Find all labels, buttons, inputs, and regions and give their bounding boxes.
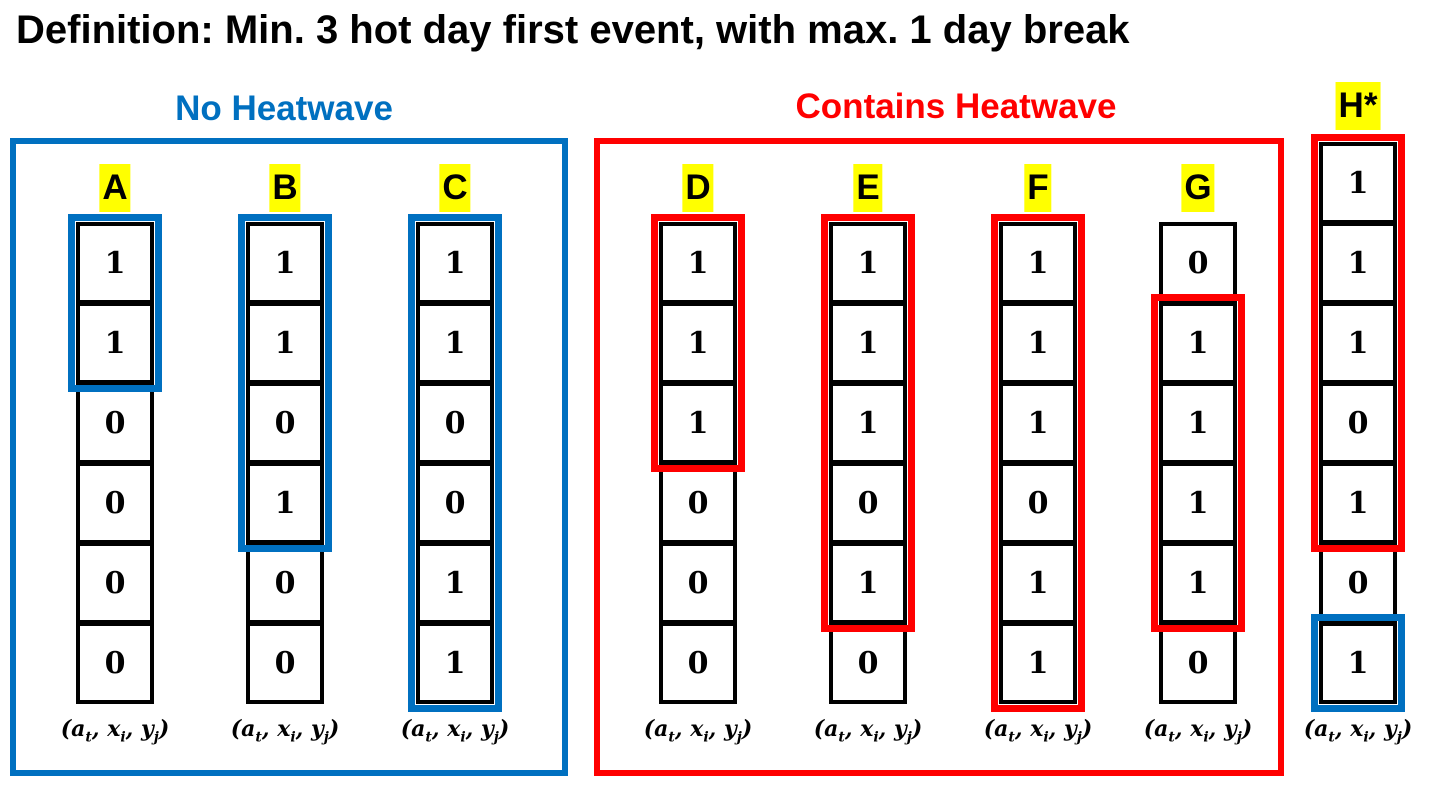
grid-cell: 1 (1319, 302, 1397, 384)
event-highlight-red (991, 214, 1085, 712)
grid-cell: 1 (999, 622, 1077, 704)
grid-cell: 0 (1159, 222, 1237, 304)
grid-cell: 1 (416, 622, 494, 704)
diagram-title: Definition: Min. 3 hot day first event, … (16, 8, 1130, 52)
coordinate-label: (at, xi, yj) (1303, 716, 1413, 746)
group-label: No Heatwave (175, 89, 393, 128)
group-box-contains-heatwave (594, 138, 1284, 776)
column-label-b: B (269, 164, 301, 212)
grid-cell: 1 (1319, 222, 1397, 304)
grid-cell: 0 (76, 462, 154, 544)
column-label-d: D (682, 164, 714, 212)
event-highlight-blue (408, 214, 502, 712)
grid-cell: 0 (1319, 382, 1397, 464)
column-label-c: C (439, 164, 471, 212)
event-highlight-blue (238, 214, 332, 552)
grid-cell: 1 (1319, 462, 1397, 544)
coordinate-label: (at, xi, yj) (1143, 716, 1253, 746)
event-highlight-red (1151, 294, 1245, 632)
grid-cell: 0 (1159, 622, 1237, 704)
coordinate-label: (at, xi, yj) (983, 716, 1093, 746)
grid-cell: 0 (76, 382, 154, 464)
grid-cell: 1 (829, 302, 907, 384)
grid-cell: 0 (246, 622, 324, 704)
grid-cell: 0 (76, 622, 154, 704)
grid-cell: 0 (246, 542, 324, 624)
grid-cell: 1 (1159, 302, 1237, 384)
column-label-g: G (1181, 164, 1215, 212)
group-box-no-heatwave (10, 138, 568, 776)
grid-cell: 0 (76, 542, 154, 624)
coordinate-label: (at, xi, yj) (400, 716, 510, 746)
column-label-hstar: H* (1335, 82, 1381, 130)
grid-cell: 0 (659, 622, 737, 704)
grid-cell: 1 (829, 222, 907, 304)
event-highlight-blue (1311, 614, 1405, 712)
coordinate-label: (at, xi, yj) (643, 716, 753, 746)
grid-cell: 0 (659, 462, 737, 544)
grid-cell: 1 (416, 302, 494, 384)
column-label-e: E (853, 164, 883, 212)
grid-cell: 0 (829, 622, 907, 704)
grid-cell: 1 (1319, 622, 1397, 704)
coordinate-label: (at, xi, yj) (60, 716, 170, 746)
event-highlight-red (821, 214, 915, 632)
event-highlight-red (651, 214, 745, 472)
grid-cell: 1 (416, 542, 494, 624)
grid-cell: 1 (829, 382, 907, 464)
event-highlight-blue (68, 214, 162, 392)
grid-cell: 0 (659, 542, 737, 624)
group-label: Contains Heatwave (795, 87, 1117, 126)
grid-cell: 0 (416, 462, 494, 544)
grid-cell: 1 (76, 222, 154, 304)
coordinate-label: (at, xi, yj) (813, 716, 923, 746)
grid-cell: 1 (659, 222, 737, 304)
event-highlight-red (1311, 134, 1405, 552)
grid-cell: 0 (1319, 542, 1397, 624)
coordinate-label: (at, xi, yj) (230, 716, 340, 746)
grid-cell: 0 (999, 462, 1077, 544)
column-label-a: A (99, 164, 131, 212)
grid-cell: 1 (246, 462, 324, 544)
column-label-f: F (1024, 164, 1052, 212)
